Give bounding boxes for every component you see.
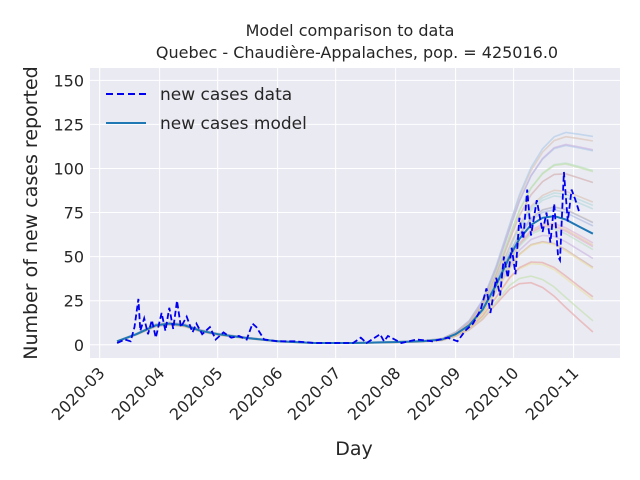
y-tick-label: 50: [64, 248, 84, 267]
x-tick-label: 2020-04: [108, 363, 169, 424]
x-tick-label: 2020-07: [284, 363, 345, 424]
series-layer: [116, 171, 594, 345]
grid: [90, 68, 620, 358]
y-tick-label: 125: [53, 115, 84, 134]
chart-subtitle: Quebec - Chaudière-Appalaches, pop. = 42…: [156, 43, 558, 62]
y-axis: 0 25 50 75 100 125 150: [53, 71, 84, 354]
x-tick-label: 2020-09: [404, 363, 465, 424]
y-tick-label: 25: [64, 292, 84, 311]
y-tick-label: 100: [53, 159, 84, 178]
x-tick-label: 2020-06: [226, 363, 287, 424]
x-tick-label: 2020-11: [522, 363, 583, 424]
legend: new cases data new cases model: [106, 85, 307, 134]
y-axis-label: Number of new cases reported: [20, 66, 42, 359]
legend-model-label: new cases model: [160, 114, 307, 134]
legend-data-label: new cases data: [160, 85, 292, 105]
series-new-cases-data: [116, 171, 581, 345]
x-axis-label: Day: [335, 438, 373, 460]
y-tick-label: 150: [53, 71, 84, 90]
x-tick-label: 2020-08: [344, 363, 405, 424]
chart-title: Model comparison to data: [246, 21, 455, 40]
y-tick-label: 75: [64, 204, 84, 223]
x-tick-label: 2020-05: [166, 363, 227, 424]
x-tick-label: 2020-10: [462, 363, 523, 424]
x-tick-label: 2020-03: [48, 363, 109, 424]
y-tick-label: 0: [74, 336, 84, 355]
